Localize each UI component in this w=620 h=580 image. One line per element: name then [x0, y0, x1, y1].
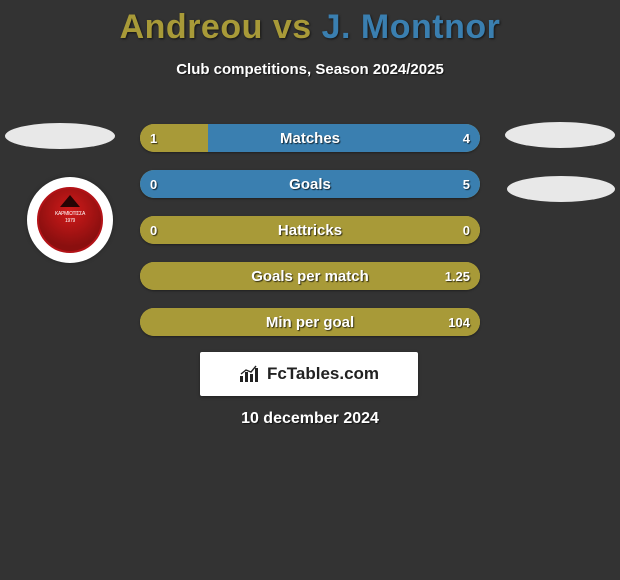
stat-bar-left [140, 124, 208, 152]
player-left-name: Andreou [120, 8, 263, 46]
right-player-badge-placeholder-2 [507, 176, 615, 202]
brand-chart-icon [239, 365, 261, 383]
stat-row: Goals per match1.25 [140, 262, 480, 290]
left-player-badge-placeholder [5, 123, 115, 149]
club-logo-shield-icon [37, 187, 103, 253]
date-text: 10 december 2024 [0, 410, 620, 428]
player-right-name: J. Montnor [322, 8, 501, 46]
stat-bar-right [208, 124, 480, 152]
stat-bar-right [140, 262, 480, 290]
comparison-bars: Matches14 Goals05 Hattricks00 Goals per mat… [140, 124, 480, 354]
brand-box[interactable]: FcTables.com [200, 352, 418, 396]
right-player-badge-placeholder-1 [505, 122, 615, 148]
stat-bar-right [140, 308, 480, 336]
stat-row: Matches14 [140, 124, 480, 152]
vs-separator: vs [263, 8, 322, 46]
stat-row: Goals05 [140, 170, 480, 198]
club-logo [27, 177, 113, 263]
stat-bar-left [140, 216, 480, 244]
stat-bar-right [140, 170, 480, 198]
stat-row: Min per goal104 [140, 308, 480, 336]
stat-row: Hattricks00 [140, 216, 480, 244]
page-title: Andreou vs J. Montnor [0, 0, 620, 47]
subtitle: Club competitions, Season 2024/2025 [0, 61, 620, 78]
brand-text: FcTables.com [267, 364, 379, 384]
